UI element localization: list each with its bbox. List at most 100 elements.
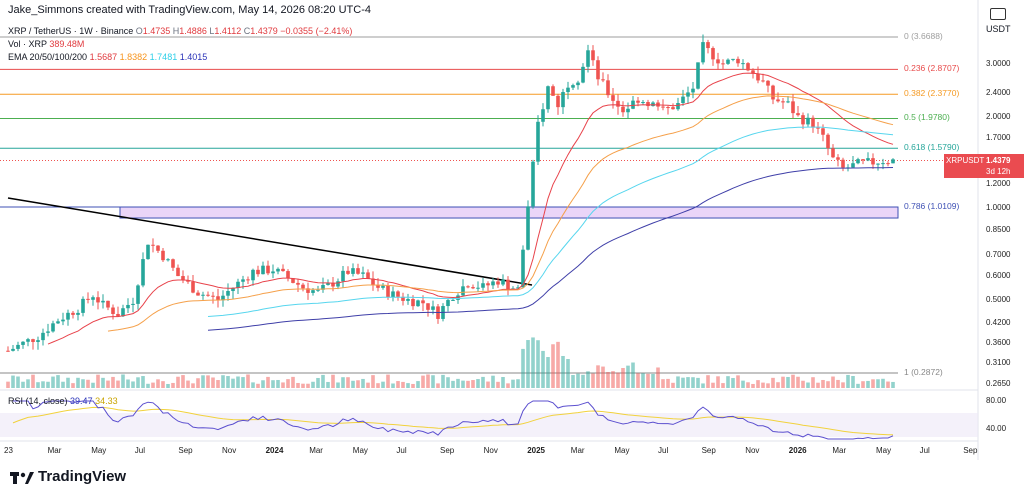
candle-body [306,288,310,293]
close-value: 1.4379 [250,26,278,36]
price-tick: 2.4000 [986,87,1011,97]
price-tick: 1.2000 [986,179,1011,189]
volume-bar [891,381,895,388]
candle-body [46,331,50,333]
candle-body [226,291,230,296]
volume-bar [496,381,500,388]
volume-bar [371,375,375,388]
volume-bar [661,379,665,388]
candle-body [551,86,555,96]
volume-bar [536,340,540,388]
time-tick: 23 [4,446,13,455]
volume-bar [356,380,360,388]
time-tick: Nov [745,446,760,455]
volume-bar [406,383,410,388]
candle-body [116,313,120,317]
candle-body [341,270,345,282]
candle-body [166,259,170,261]
volume-bar [461,380,465,388]
candle-body [51,323,55,332]
candle-body [326,282,330,285]
volume-bar [166,383,170,388]
volume-bar [256,383,260,388]
candle-body [871,158,875,165]
volume-bar [316,377,320,388]
volume-bar [301,383,305,388]
candle-body [531,161,535,207]
candle-body [471,287,475,289]
price-tick: 1.7000 [986,133,1011,143]
candle-body [11,348,15,351]
candle-body [576,82,580,86]
volume-bar [721,383,725,388]
candle-body [706,42,710,49]
candle-body [141,259,145,286]
volume-bar [51,376,55,388]
candle-body [156,245,160,251]
volume-bar [846,374,850,388]
candle-body [161,250,165,261]
camera-icon[interactable] [990,8,1006,20]
ema50-line [107,95,894,332]
volume-bar [201,375,205,388]
time-tick: Sep [440,446,455,455]
candle-body [841,159,845,168]
volume-bar [566,359,570,388]
candle-body [826,134,830,149]
volume-bar [501,377,505,388]
volume-bar [656,367,660,388]
candle-body [91,297,95,300]
volume-bar [816,382,820,388]
candle-body [671,107,675,110]
volume-bar [591,373,595,388]
fib-label: 0.5 (1.9780) [904,112,950,123]
candle-body [391,291,395,298]
candle-body [366,272,370,279]
time-tick: Nov [222,446,237,455]
volume-bar [21,381,25,388]
candle-body [831,148,835,158]
candle-body [596,60,600,80]
candle-body [866,158,870,161]
candle-body [401,296,405,301]
volume-bar [511,379,515,388]
volume-bar [556,341,560,388]
volume-bar [276,379,280,388]
volume-bar [176,376,180,388]
candle-body [196,292,200,296]
candle-body [626,108,630,113]
symbol-line: XRP / TetherUS · 1W · Binance O1.4735 H1… [8,26,352,36]
volume-bar [426,374,430,388]
volume-bar [291,376,295,388]
candle-body [486,283,490,286]
volume-bar [706,375,710,388]
candle-body [701,42,705,63]
low-label: L [209,26,215,36]
candle-body [311,290,315,293]
support-zone [119,206,899,219]
volume-bar [396,381,400,388]
volume-bar [731,378,735,388]
volume-bar [546,357,550,388]
candle-body [171,259,175,268]
open-value: 1.4735 [142,26,171,36]
candle-body [96,297,100,303]
volume-bar [691,377,695,388]
candle-body [316,289,320,291]
candle-body [356,268,360,274]
candle-body [586,50,590,67]
volume-bar [636,373,640,388]
fib-label: 0.236 (2.8707) [904,63,960,74]
candle-body [346,270,350,274]
candle-body [771,85,775,100]
candle-body [746,63,750,71]
candle-body [371,278,375,285]
time-tick: May [876,446,892,455]
volume-bar [366,382,370,388]
volume-bar [581,374,585,388]
fib-label: 1 (0.2872) [904,367,943,377]
candle-body [276,268,280,272]
candle-body [216,296,220,301]
price-tick: 0.6000 [986,270,1011,280]
